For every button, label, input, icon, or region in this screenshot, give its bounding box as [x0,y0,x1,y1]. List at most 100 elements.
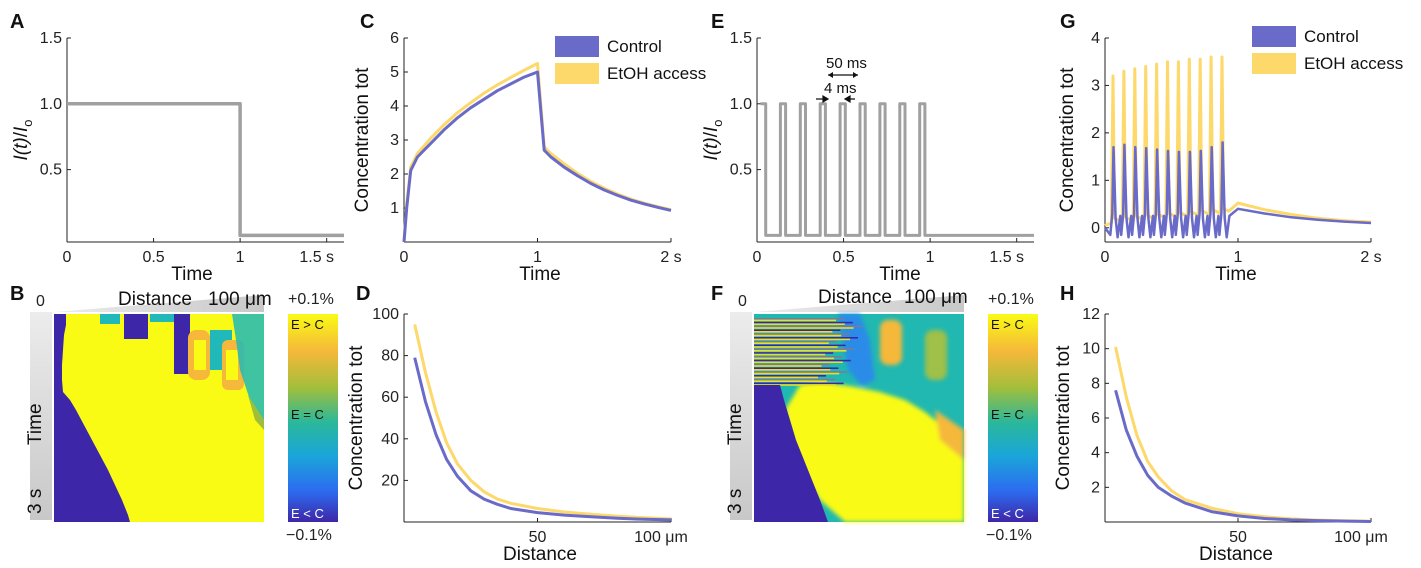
heatmap-patch [54,314,64,322]
distance-end-label: 100 μm [904,287,968,308]
colorbar-label-e-gt-c: E > C [991,317,1024,332]
heatmap-stripe [754,345,846,347]
panel-h-chart: 50 100 μm24681012DistanceConcentration to… [1053,306,1388,565]
heatmap-stripe [754,356,842,358]
y-tick-label: 1 [390,200,399,217]
panel-a-chart: 0 0.5 1 1.5 s0.51.01.5TimeI(t)/Io [11,30,344,285]
x-axis-label: Distance [1199,544,1273,565]
y-tick-label: 8 [1091,375,1100,392]
series-etoh-line [415,324,671,519]
y-tick-label: 0.5 [40,162,62,179]
heatmap-stripe [754,360,851,362]
y-tick-label: 5 [390,64,399,81]
heatmap-stripe [754,323,845,325]
colorbar-top-label: +0.1% [988,291,1034,308]
time-start-label: 0 [36,293,45,310]
heatmap-stripe [754,335,841,337]
time-label: Time [725,403,746,445]
heatmap-stripe [754,365,822,367]
x-tick-label: 1 [236,249,245,266]
panel-g-chart: 0 1 2 s 0 1 2 3 4 Time Concentration tot Control Et… [1057,26,1403,285]
heatmap-patch [194,340,206,370]
heatmap-stripe [754,371,847,373]
panel-label-c: C [360,11,374,33]
y-tick-label: 12 [1082,306,1100,323]
time-end-label: 3 s [25,489,46,514]
x-tick-label: 100 μm [634,529,688,546]
y-tick-label: 1.0 [730,96,752,113]
heatmap-stripe [754,375,826,377]
heatmap-stripe [754,373,839,375]
legend-swatch-etoh [555,63,599,84]
colorbar-top-label: +0.1% [288,291,334,308]
panel-label-b: B [10,283,24,305]
x-tick-label: 2 s [1360,249,1381,266]
heatmap-patch [174,314,190,374]
x-tick-label: 1.5 s [299,249,334,266]
panel-label-d: D [356,283,370,305]
heatmap-stripe [754,326,862,328]
heatmap-stripe [754,339,850,341]
heatmap-patch [880,320,902,365]
panel-e-chart: 0 0.5 1 1.5 s0.51.01.5TimeI(t)/Io50 ms4 ms [701,30,1034,285]
panel-f-heatmap: 0 Distance 100 μm Time 3 s +0.1% −0.1% E… [725,287,1038,544]
y-axis-label: I(t)/Io [11,119,35,160]
legend-swatch-control [555,36,599,57]
y-axis-label: I(t)/Io [701,119,725,160]
pulse-train [761,104,1035,236]
heatmap-patch [226,350,238,380]
heatmap-stripe [754,320,836,322]
heatmap-stripe [754,337,858,339]
y-tick-label: 40 [381,431,399,448]
y-tick-label: 80 [381,348,399,365]
heatmap-stripe [754,352,833,354]
y-tick-label: 1.5 [40,30,62,47]
panel-label-a: A [10,11,24,33]
colorbar-label-e-lt-c: E < C [991,506,1024,521]
colorbar-label-e-gt-c: E > C [291,317,324,332]
y-tick-label: 6 [390,30,399,47]
x-tick-label: 100 μm [1334,529,1388,546]
heatmap-patch [124,314,148,339]
width-annotation: 4 ms [824,80,857,97]
distance-label: Distance [118,289,192,310]
y-tick-label: 0.5 [730,162,752,179]
series-control-line [1105,142,1371,237]
colorbar-label-e-eq-c: E = C [291,407,324,422]
panel-label-f: F [711,283,723,305]
x-axis-label: Distance [503,544,577,565]
heatmap-stripe [754,350,846,352]
legend-label-etoh: EtOH access [1304,54,1403,73]
y-tick-label: 60 [381,389,399,406]
series-control-line [1116,390,1371,521]
x-tick-label: 0 [63,249,72,266]
legend-swatch-control [1252,26,1296,47]
heatmap-stripe [754,346,838,348]
heatmap-stripe [754,318,844,320]
x-axis-label: Time [1215,264,1257,285]
y-tick-label: 4 [390,98,399,115]
colorbar-label-e-eq-c: E = C [991,407,1024,422]
y-tick-label: 3 [390,132,399,149]
series-etoh-line [404,64,671,243]
heatmap-stripe [754,361,843,363]
time-start-label: 0 [738,293,747,310]
y-tick-label: 100 [372,306,399,323]
pulse-trace [67,104,344,236]
heatmap-stripe [754,364,830,366]
x-tick-label: 1.5 s [989,249,1024,266]
time-label: Time [25,403,46,445]
x-tick-label: 2 s [660,249,681,266]
legend-label-control: Control [607,37,662,56]
y-tick-label: 2 [1091,479,1100,496]
legend-label-control: Control [1304,27,1359,46]
heatmap-stripe [754,342,829,344]
heatmap-stripe [754,333,849,335]
x-tick-label: 0.5 [142,249,164,266]
heatmap-stripe [754,367,838,369]
y-tick-label: 4 [1091,445,1100,462]
y-axis-label: Concentration tot [1053,345,1074,490]
y-axis-label: Concentration tot [346,345,367,490]
x-axis-label: Time [519,264,561,285]
heatmap-stripe [754,354,825,356]
